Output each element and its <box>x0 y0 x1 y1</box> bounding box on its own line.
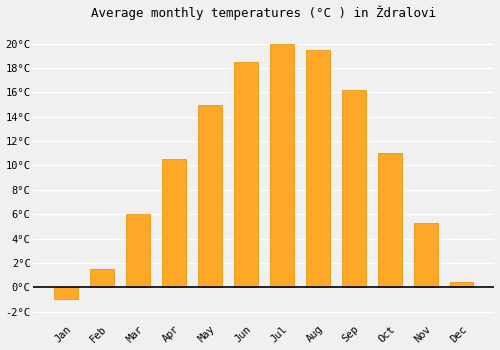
Bar <box>162 159 186 287</box>
Bar <box>378 153 402 287</box>
Bar <box>450 282 473 287</box>
Bar <box>198 105 222 287</box>
Bar <box>90 269 114 287</box>
Bar <box>270 44 293 287</box>
Bar <box>126 214 150 287</box>
Bar <box>54 287 78 299</box>
Bar <box>342 90 365 287</box>
Bar <box>234 62 258 287</box>
Bar <box>414 223 438 287</box>
Title: Average monthly temperatures (°C ) in Ždralovi: Average monthly temperatures (°C ) in Žd… <box>92 6 436 20</box>
Bar <box>306 50 330 287</box>
